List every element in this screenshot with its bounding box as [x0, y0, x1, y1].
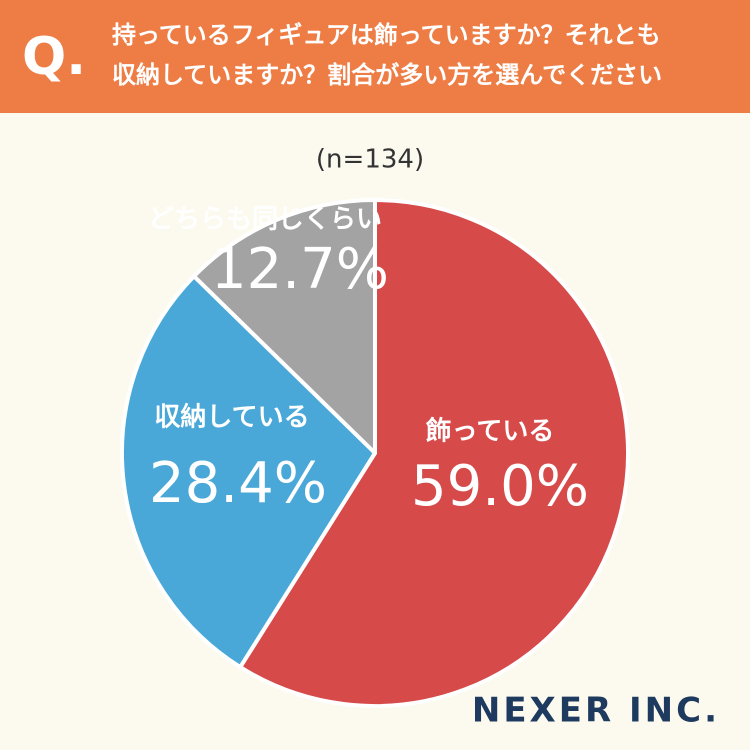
question-marker: Q.	[22, 27, 86, 87]
pie-slice	[192, 198, 377, 455]
slice-label: 収納している	[154, 402, 309, 433]
chart-subtitle: (n=134)	[316, 145, 424, 175]
pie-slice	[120, 274, 377, 670]
value-label: 28.4%	[149, 451, 327, 516]
chart-title: 収納していますか？割合が多い方を選んでください	[112, 61, 662, 89]
chart-title: 持っているフィギュアは飾っていますか？それとも	[112, 21, 661, 49]
header-band	[0, 0, 750, 113]
slice-label: どちらも同じくらい	[148, 205, 382, 235]
source-logo: NEXER INC.	[472, 691, 720, 731]
slice-label: 飾っている	[426, 416, 555, 447]
value-label: 12.7%	[211, 237, 389, 302]
value-label: 59.0%	[411, 454, 589, 519]
pie	[120, 198, 630, 708]
pie-slice	[238, 198, 630, 708]
